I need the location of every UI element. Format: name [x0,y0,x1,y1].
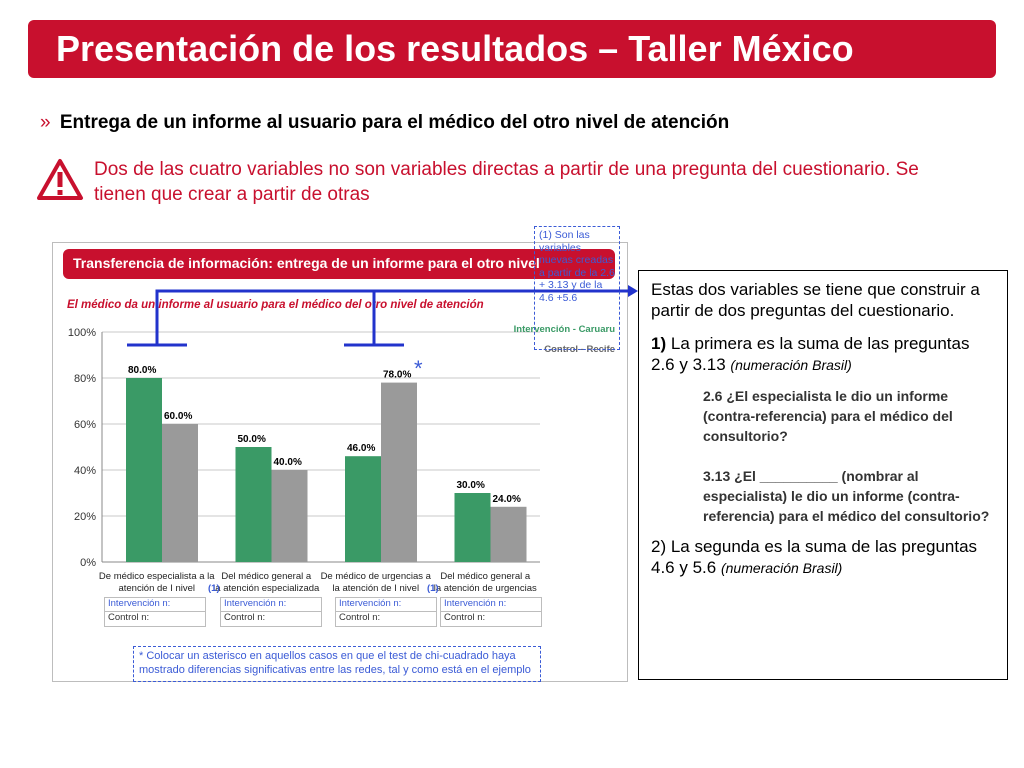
asterisk-note: * Colocar un asterisco en aquellos casos… [133,646,541,682]
y-tick-label: 60% [74,419,96,431]
data-label: 60.0% [164,411,192,422]
intervention-n-row: Intervención n: [335,597,437,612]
input-table-3: Intervención n: Control n: [335,597,437,627]
input-table-4: Intervención n: Control n: [440,597,542,627]
figure-banner: Transferencia de información: entrega de… [63,249,615,279]
side-item-2: 2) La segunda es la suma de las pregunta… [651,536,995,579]
control-n-row: Control n: [440,612,542,627]
data-label: 78.0% [383,370,411,381]
bar [345,456,381,562]
data-label: 40.0% [274,457,302,468]
x-tick-label: Del médico general a [440,571,530,582]
bar [271,470,308,562]
item1-number: 1) [651,334,667,353]
legend-series-1: Intervención - Caruaru [514,324,616,335]
control-n-row: Control n: [104,612,206,627]
control-n-row: Control n: [220,612,322,627]
item2-note: (numeración Brasil) [720,560,843,576]
question-2-6: 2.6 ¿El especialista le dio un informe (… [703,388,953,444]
new-variables-note: (1) Son las variables nuevas creadas a p… [534,226,620,350]
data-label: 30.0% [457,480,485,491]
intervention-n-row: Intervención n: [440,597,542,612]
title-bar: Presentación de los resultados – Taller … [28,20,996,78]
warning-text: Dos de las cuatro variables no son varia… [94,159,919,205]
y-tick-label: 0% [80,557,96,569]
item1-text: La primera es la suma de las preguntas 2… [651,334,970,374]
y-tick-label: 20% [74,511,96,523]
x-tick-label: atención de I nivel [118,583,195,594]
x-tick-label: la atención especializada [213,583,320,594]
x-tick-label: la atención de I nivel [332,583,419,594]
bar [235,447,272,562]
y-tick-label: 100% [68,327,96,339]
connector-line [155,289,634,345]
question-3-13: 3.13 ¿El __________ (nombrar al especial… [703,468,990,524]
x-tick-label: Del médico general a [221,571,311,582]
warning-triangle-icon [37,159,83,200]
bar [454,493,491,562]
side-panel: Estas dos variables se tiene que constru… [638,270,1008,680]
footnote-marker: (1) [427,583,439,594]
x-tick-label: De médico de urgencias a [321,571,432,582]
bullet-line: » Entrega de un informe al usuario para … [40,112,729,134]
input-table-2: Intervención n: Control n: [220,597,322,627]
arrow-head-icon [628,285,638,297]
side-intro: Estas dos variables se tiene que constru… [651,280,980,320]
control-n-row: Control n: [335,612,437,627]
bar [381,382,417,562]
bullet-marker: » [40,112,51,133]
bar [162,424,198,562]
bar [490,506,527,562]
y-tick-label: 80% [74,373,96,385]
bullet-text: Entrega de un informe al usuario para el… [59,112,730,133]
slide-title: Presentación de los resultados – Taller … [56,28,854,69]
figure-banner-text: Transferencia de información: entrega de… [73,255,540,271]
bar [126,378,162,562]
data-label: 80.0% [128,365,156,376]
intervention-n-row: Intervención n: [104,597,206,612]
chart-subtitle: El médico da un informe al usuario para … [67,299,484,311]
y-tick-label: 40% [74,465,96,477]
footnote-marker: (1) [208,583,220,594]
x-tick-label: De médico especialista a la [99,571,215,582]
intervention-n-row: Intervención n: [220,597,322,612]
item2-text: 2) La segunda es la suma de las pregunta… [651,537,978,577]
data-label: 46.0% [347,443,375,454]
significance-asterisk: * [414,356,423,381]
data-label: 24.0% [493,494,521,505]
item1-note: (numeración Brasil) [730,357,852,373]
side-item-1: 1) La primera es la suma de las pregunta… [651,333,995,376]
x-tick-label: la atención de urgencias [434,583,537,594]
data-label: 50.0% [238,434,266,445]
input-table-1: Intervención n: Control n: [104,597,206,627]
